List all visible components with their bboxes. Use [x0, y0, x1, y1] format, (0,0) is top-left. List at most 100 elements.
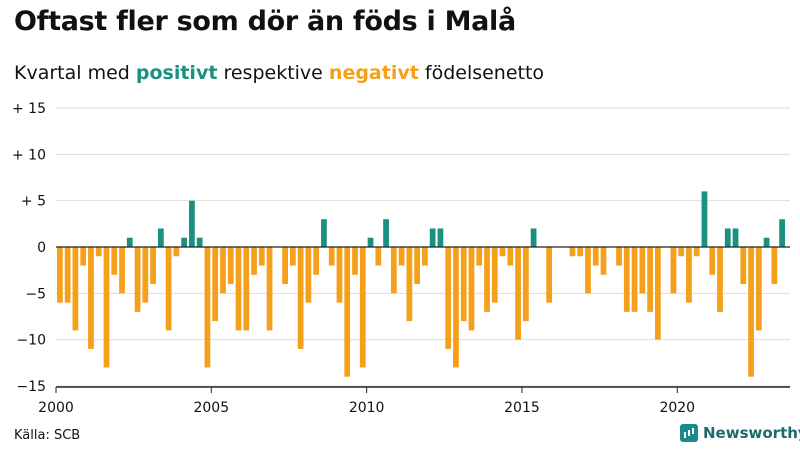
- subtitle-positive: positivt: [135, 62, 218, 84]
- bar-negative: [647, 247, 653, 312]
- y-tick-label: + 10: [12, 147, 46, 163]
- source-note: Källa: SCB: [14, 428, 81, 443]
- bar-negative: [359, 247, 366, 368]
- bar-negative: [476, 247, 483, 266]
- bar-negative: [88, 247, 94, 349]
- bar-positive: [367, 237, 374, 247]
- bar-negative: [453, 247, 459, 368]
- subtitle-negative: negativt: [328, 62, 419, 84]
- x-tick-label: 2010: [349, 400, 385, 416]
- bar-negative: [251, 247, 257, 275]
- bar-negative: [755, 247, 762, 331]
- bar-negative: [600, 247, 607, 275]
- bar-negative: [173, 247, 180, 257]
- subtitle-middle: respektive: [223, 62, 323, 84]
- bar-negative: [748, 247, 754, 377]
- bar-negative: [103, 247, 110, 368]
- bar-positive: [181, 237, 188, 247]
- bar-negative: [134, 247, 141, 312]
- x-tick-label: 2015: [504, 400, 540, 416]
- bar-chart-icon: [680, 424, 698, 442]
- bar-negative: [507, 247, 514, 266]
- bar-negative: [64, 247, 71, 303]
- bar-negative: [445, 247, 452, 349]
- bar-negative: [313, 247, 320, 275]
- x-axis-labels: 2000 2005 2010 2015 2020: [38, 387, 695, 416]
- bar-negative: [266, 247, 273, 331]
- bar-negative: [460, 247, 467, 322]
- bar-negative: [592, 247, 599, 266]
- subtitle-suffix: födelsenetto: [424, 62, 545, 84]
- bars: [57, 191, 785, 377]
- bar-negative: [546, 247, 553, 303]
- bar-negative: [398, 247, 405, 266]
- bar-negative: [150, 247, 156, 285]
- bar-negative: [577, 247, 584, 257]
- x-tick-label: 2000: [38, 400, 74, 416]
- bar-positive: [732, 228, 739, 247]
- bar-negative: [57, 247, 63, 303]
- bar-negative: [484, 247, 490, 312]
- bar-positive: [724, 228, 731, 247]
- bar-negative: [623, 247, 630, 312]
- bar-negative: [165, 247, 172, 331]
- bar-negative: [414, 247, 420, 285]
- bar-negative: [142, 247, 149, 303]
- bar-negative: [654, 247, 661, 340]
- bar-negative: [305, 247, 312, 303]
- x-tick-label: 2005: [193, 400, 229, 416]
- subtitle-prefix: Kvartal med: [14, 62, 130, 84]
- bar-negative: [515, 247, 521, 340]
- bar-negative: [80, 247, 87, 266]
- x-tick-label: 2020: [659, 400, 695, 416]
- y-tick-label: −5: [25, 286, 46, 302]
- bar-negative: [740, 247, 747, 285]
- bar-positive: [157, 228, 164, 247]
- y-tick-label: + 5: [21, 194, 46, 210]
- bar-negative: [289, 247, 296, 266]
- bar-negative: [390, 247, 397, 294]
- bar-negative: [375, 247, 382, 266]
- bar-negative: [522, 247, 529, 322]
- bar-positive: [437, 228, 444, 247]
- bar-negative: [693, 247, 700, 257]
- bar-negative: [336, 247, 343, 303]
- y-tick-label: −15: [16, 379, 46, 395]
- bar-negative: [95, 247, 102, 257]
- bar-negative: [212, 247, 219, 322]
- bar-positive: [383, 219, 389, 247]
- bar-negative: [204, 247, 211, 368]
- y-tick-label: −10: [16, 333, 46, 349]
- bar-negative: [297, 247, 304, 349]
- bar-negative: [631, 247, 638, 312]
- bar-negative: [235, 247, 242, 331]
- bar-positive: [321, 219, 327, 247]
- bar-negative: [111, 247, 118, 275]
- bar-negative: [686, 247, 692, 303]
- bar-negative: [243, 247, 250, 331]
- bar-negative: [616, 247, 622, 266]
- bar-positive: [763, 237, 770, 247]
- bar-negative: [119, 247, 125, 294]
- bar-positive: [779, 219, 785, 247]
- bar-positive: [196, 237, 203, 247]
- gridlines: [56, 107, 790, 387]
- y-tick-label: + 15: [12, 101, 46, 117]
- bar-positive: [530, 228, 537, 247]
- bar-negative: [282, 247, 288, 285]
- bar-negative: [344, 247, 351, 377]
- bar-negative: [569, 247, 576, 257]
- bar-negative: [258, 247, 265, 266]
- bar-negative: [670, 247, 677, 294]
- bar-negative: [771, 247, 778, 285]
- bar-negative: [639, 247, 646, 294]
- bar-positive: [701, 191, 708, 247]
- bar-negative: [491, 247, 498, 303]
- brand-logo: Newsworthy: [680, 424, 800, 442]
- zero-axis: [56, 246, 790, 388]
- bar-negative: [352, 247, 358, 275]
- bar-positive: [126, 237, 133, 247]
- bar-negative: [422, 247, 428, 266]
- bar-negative: [499, 247, 506, 257]
